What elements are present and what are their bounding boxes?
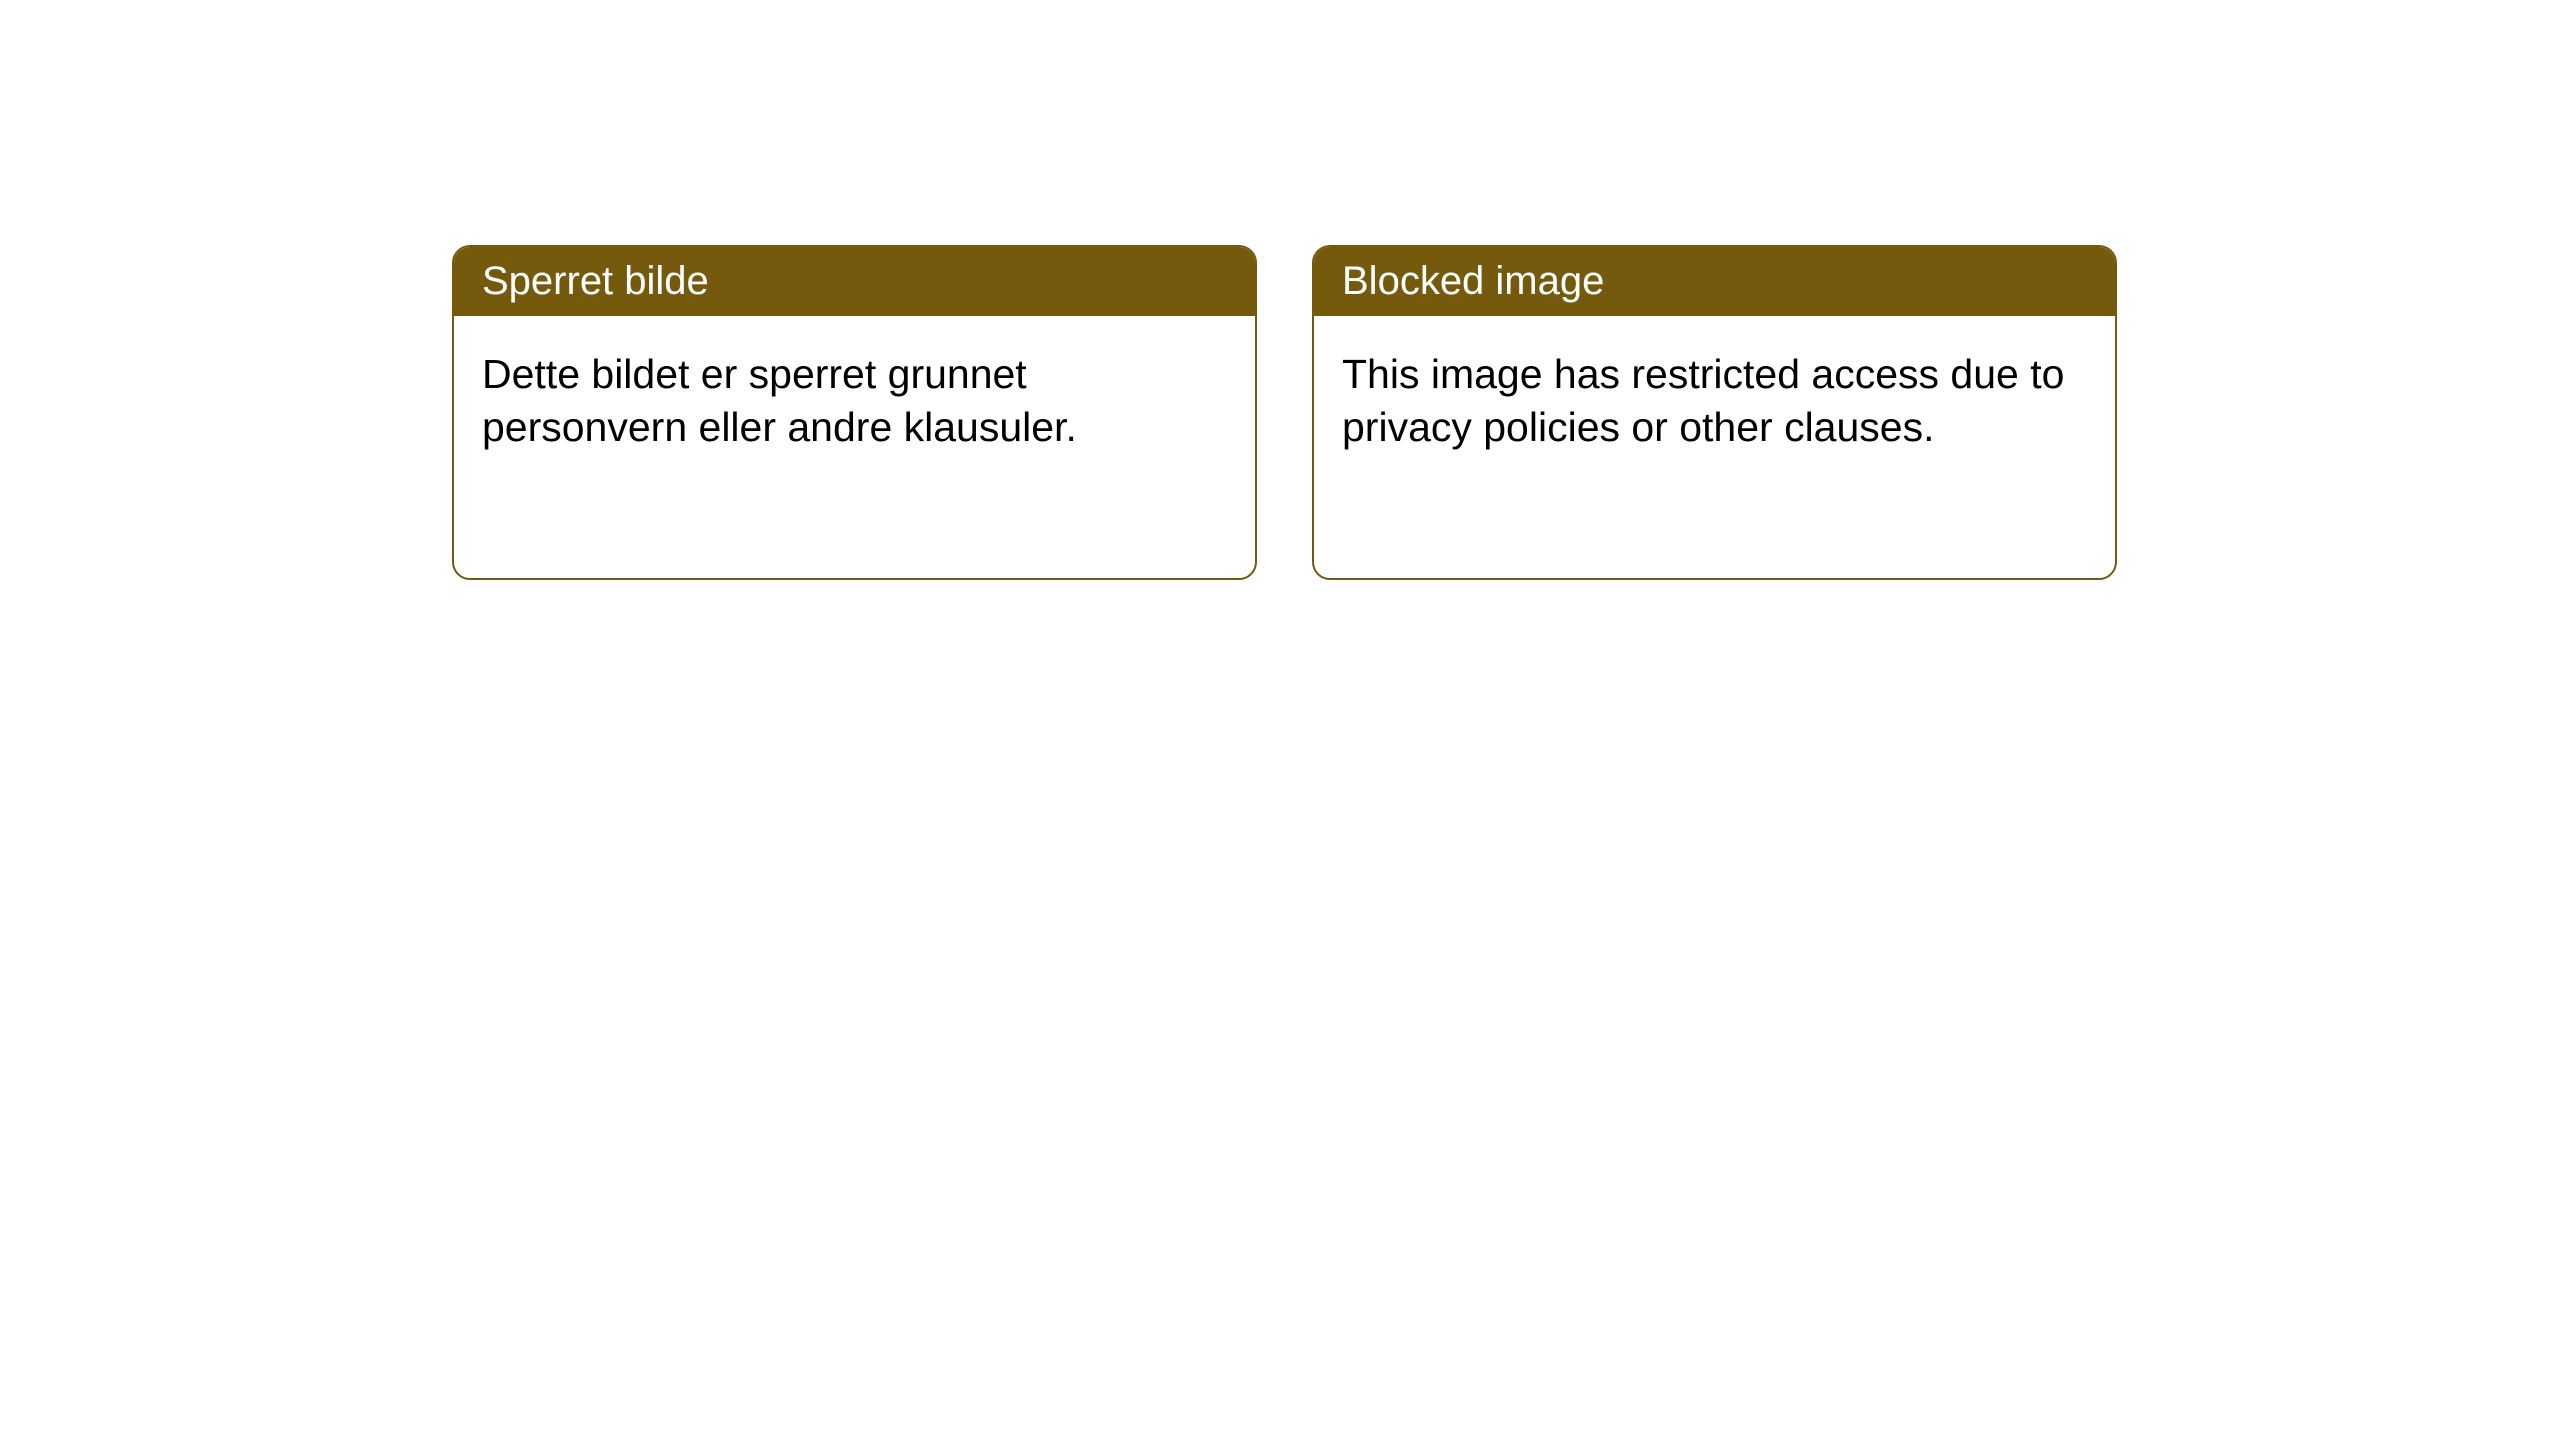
notice-title-norwegian: Sperret bilde xyxy=(482,259,709,303)
notice-card-norwegian: Sperret bilde Dette bildet er sperret gr… xyxy=(452,245,1257,580)
notice-message-english: This image has restricted access due to … xyxy=(1342,351,2064,450)
notice-message-norwegian: Dette bildet er sperret grunnet personve… xyxy=(482,351,1077,450)
notice-body-norwegian: Dette bildet er sperret grunnet personve… xyxy=(454,316,1255,487)
notice-body-english: This image has restricted access due to … xyxy=(1314,316,2115,487)
notice-header-norwegian: Sperret bilde xyxy=(454,247,1255,316)
notice-container: Sperret bilde Dette bildet er sperret gr… xyxy=(0,0,2560,580)
notice-title-english: Blocked image xyxy=(1342,259,1604,303)
notice-header-english: Blocked image xyxy=(1314,247,2115,316)
notice-card-english: Blocked image This image has restricted … xyxy=(1312,245,2117,580)
